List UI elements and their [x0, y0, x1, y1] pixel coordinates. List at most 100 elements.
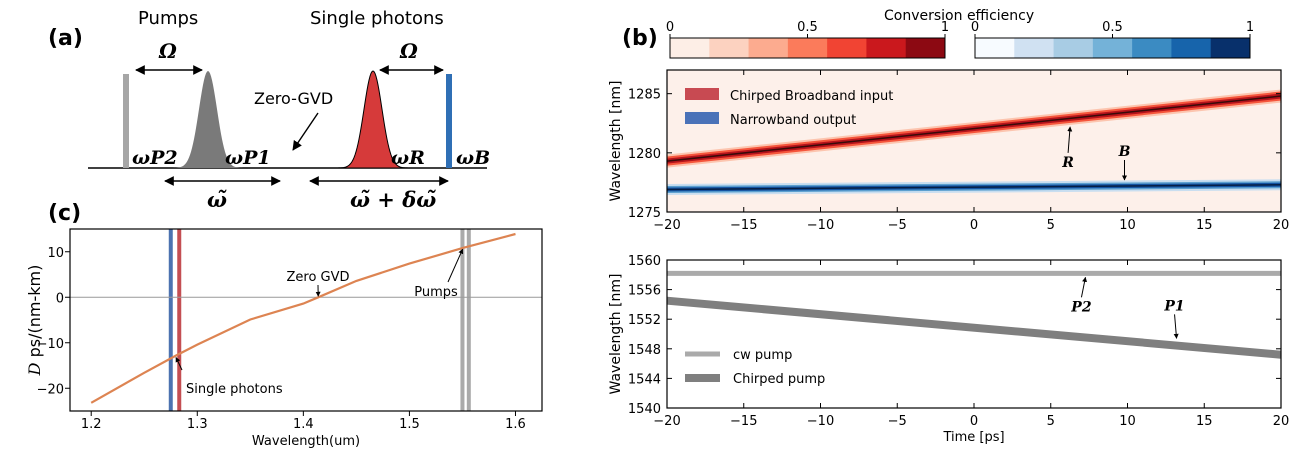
photon-r-pulse: [336, 70, 410, 169]
x-tick-label: 20: [1273, 414, 1290, 429]
panel-c-ylabel: D ps/(nm-km): [25, 265, 44, 377]
x-tick-label: 0: [970, 414, 978, 429]
y-tick-label: 1280: [628, 147, 661, 162]
panel-a: (a) Pumps Single photons Ω Ω Zero-GVD ωP…: [48, 8, 490, 212]
x-tick-label: 20: [1273, 218, 1290, 233]
panel-c-label: (c): [48, 201, 81, 226]
x-tick-label: 15: [1196, 218, 1213, 233]
x-tick-label: −10: [807, 218, 834, 233]
x-tick-label: −5: [888, 218, 907, 233]
colorbar-title: Conversion efficiency: [884, 8, 1034, 24]
y-tick-label: −10: [37, 337, 64, 352]
blue-colorbar-segment: [1210, 38, 1251, 58]
pumps-title: Pumps: [138, 8, 198, 29]
red-colorbar-tick-label: 0: [666, 20, 674, 35]
red-colorbar-segment: [670, 38, 710, 58]
x-tick-label: 1.4: [293, 417, 314, 432]
photon-b-bar: [446, 74, 452, 168]
omega-label-pumps: Ω: [158, 39, 177, 63]
y-tick-label: 1285: [628, 88, 661, 103]
x-tick-label: −15: [730, 218, 757, 233]
annot-p1-arrow: [1173, 314, 1179, 339]
pump-p1-pulse: [172, 71, 244, 168]
panel-b-top-plot: −20 −15 −10 −5 0 5 10 15 20 1275 1280 1285 Chirped B…: [608, 69, 1290, 233]
y-tick-label: 1560: [628, 254, 661, 269]
y-tick-label: 1540: [628, 402, 661, 417]
omega-tilde-delta-label: ω̃ + δω̃: [350, 187, 436, 212]
legend-entry: Chirped pump: [733, 372, 825, 387]
red-colorbar-segment: [748, 38, 789, 58]
annot-b-label: B: [1118, 144, 1131, 160]
annot-p1-label: P1: [1163, 298, 1184, 314]
zero-gvd-arrow: [292, 112, 319, 151]
blue-colorbar-segment: [1053, 38, 1094, 58]
x-tick-label: −20: [653, 218, 680, 233]
x-tick-label: 1.6: [505, 417, 526, 432]
x-tick-label: 1.3: [187, 417, 208, 432]
x-tick-label: −10: [807, 414, 834, 429]
annot-p2-label: P2: [1070, 299, 1092, 315]
panel-a-label: (a): [48, 26, 83, 51]
red-colorbar-segment: [787, 38, 828, 58]
zero-gvd-annot: Zero GVD: [286, 270, 349, 285]
chirped-broadband-input-band: [666, 95, 1282, 162]
omega-p2-label: ωP2: [132, 147, 178, 169]
panel-c-plot: 1.2 1.3 1.4 1.5 1.6 −20 −10 0 10 Zero GVD Pumps Sin…: [25, 228, 543, 449]
x-tick-label: 1.2: [81, 417, 102, 432]
x-tick-label: 10: [1119, 218, 1136, 233]
blue-colorbar-tick-label: 0: [971, 20, 979, 35]
x-tick-label: 5: [1047, 218, 1055, 233]
y-tick-label: 1556: [628, 284, 661, 299]
x-tick-label: 15: [1196, 414, 1213, 429]
narrowband-output-band: [666, 184, 1282, 191]
panel-b-label: (b): [622, 26, 658, 51]
red-colorbar-segment: [709, 38, 750, 58]
pumps-annot-arrow: [447, 248, 464, 283]
y-tick-label: 1548: [628, 343, 661, 358]
x-tick-label: −20: [653, 414, 680, 429]
pump-p2-bar: [123, 74, 129, 168]
omega-p1-label: ωP1: [225, 147, 271, 169]
y-tick-label: 1275: [628, 206, 661, 221]
y-tick-label: −20: [37, 382, 64, 397]
y-tick-label: 1552: [628, 313, 661, 328]
omega-tilde-label: ω̃: [207, 187, 227, 212]
legend-swatch: [685, 88, 719, 100]
single-photons-annot: Single photons: [186, 382, 283, 397]
panel-b-top-ylabel: Wavelength [nm]: [608, 81, 624, 202]
legend-entry: Narrowband output: [730, 113, 856, 128]
chirped-pump-line: [666, 296, 1282, 359]
legend-entry: Chirped Broadband input: [730, 89, 893, 104]
red-colorbar-segment: [866, 38, 907, 58]
red-colorbar-segment: [905, 38, 946, 58]
blue-colorbar-segment: [1171, 38, 1212, 58]
blue-colorbar-tick-label: 0.5: [1102, 20, 1123, 35]
omega-r-label: ωR: [391, 147, 425, 169]
panel-b-bottom-plot: −20 −15 −10 −5 0 5 10 15 20 1540 1544 1548 1552 1556 1…: [608, 254, 1289, 445]
blue-colorbar-segment: [1132, 38, 1172, 58]
single-photons-annot-arrow: [175, 357, 183, 371]
omega-label-photons: Ω: [399, 39, 418, 63]
colorbars: 0 0.5 1 0 0.5 1: [666, 20, 1254, 59]
blue-colorbar-tick-label: 1: [1246, 20, 1254, 35]
zero-gvd-label: Zero-GVD: [254, 89, 333, 108]
annot-r-arrow: [1067, 126, 1073, 153]
legend-swatch: [685, 112, 719, 124]
red-colorbar-segment: [827, 38, 867, 58]
red-colorbar-tick-label: 1: [941, 20, 949, 35]
single-photons-title: Single photons: [310, 8, 444, 29]
x-tick-label: 5: [1047, 414, 1055, 429]
x-tick-label: 0: [970, 218, 978, 233]
panel-b-bottom-ylabel: Wavelength [nm]: [608, 274, 624, 395]
y-tick-label: 10: [47, 246, 64, 261]
y-tick-label: 1544: [628, 372, 661, 387]
panel-b-bottom-xlabel: Time [ps]: [942, 430, 1004, 445]
panel-c-xlabel: Wavelength(um): [252, 434, 360, 449]
x-tick-label: 1.5: [399, 417, 420, 432]
legend-entry: cw pump: [733, 348, 792, 363]
red-colorbar-tick-label: 0.5: [797, 20, 818, 35]
omega-b-label: ωB: [456, 147, 490, 169]
annot-r-label: R: [1061, 155, 1074, 171]
x-tick-label: 10: [1119, 414, 1136, 429]
